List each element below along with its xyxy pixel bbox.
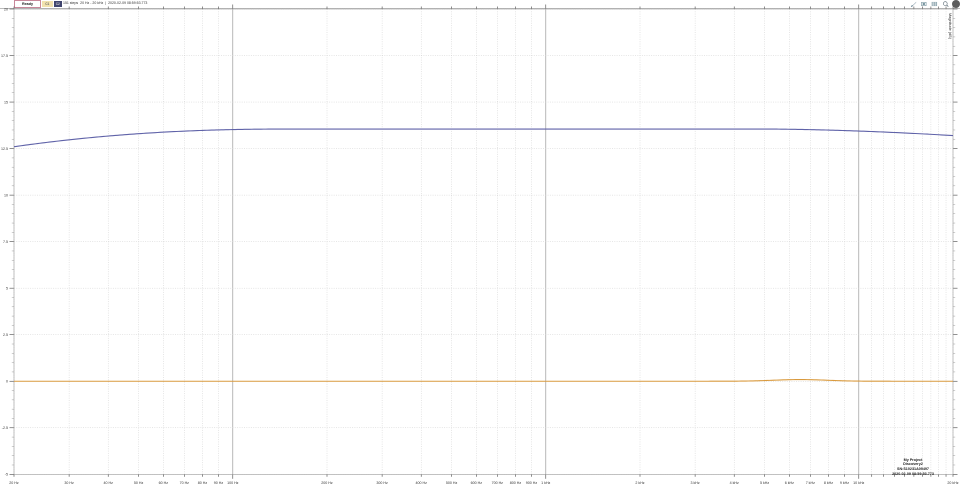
- svg-text:700 Hz: 700 Hz: [492, 481, 504, 485]
- svg-text:1 kHz: 1 kHz: [541, 481, 550, 485]
- svg-text:6 kHz: 6 kHz: [785, 481, 794, 485]
- svg-text:5 kHz: 5 kHz: [760, 481, 769, 485]
- svg-text:400 Hz: 400 Hz: [416, 481, 428, 485]
- svg-text:500 Hz: 500 Hz: [446, 481, 458, 485]
- svg-text:50 Hz: 50 Hz: [134, 481, 144, 485]
- svg-text:15: 15: [4, 100, 8, 104]
- svg-text:4 kHz: 4 kHz: [730, 481, 739, 485]
- svg-text:20 Hz: 20 Hz: [9, 481, 19, 485]
- svg-text:-2.5: -2.5: [2, 426, 8, 430]
- svg-text:7.5: 7.5: [3, 240, 8, 244]
- svg-text:90 Hz: 90 Hz: [214, 481, 224, 485]
- svg-text:60 Hz: 60 Hz: [159, 481, 169, 485]
- svg-text:10: 10: [4, 194, 8, 198]
- svg-text:3 kHz: 3 kHz: [691, 481, 700, 485]
- svg-text:300 Hz: 300 Hz: [376, 481, 388, 485]
- svg-text:10 kHz: 10 kHz: [853, 481, 864, 485]
- svg-text:2.5: 2.5: [3, 333, 8, 337]
- svg-text:5: 5: [6, 287, 8, 291]
- svg-text:17.5: 17.5: [1, 54, 8, 58]
- svg-text:80 Hz: 80 Hz: [198, 481, 208, 485]
- svg-text:600 Hz: 600 Hz: [471, 481, 483, 485]
- svg-text:8 kHz: 8 kHz: [824, 481, 833, 485]
- svg-text:200 Hz: 200 Hz: [321, 481, 333, 485]
- svg-text:70 Hz: 70 Hz: [180, 481, 190, 485]
- svg-text:30 Hz: 30 Hz: [64, 481, 74, 485]
- svg-text:900 Hz: 900 Hz: [526, 481, 538, 485]
- svg-text:9 kHz: 9 kHz: [840, 481, 849, 485]
- svg-text:100 Hz: 100 Hz: [227, 481, 239, 485]
- svg-text:12.5: 12.5: [1, 147, 8, 151]
- svg-text:800 Hz: 800 Hz: [510, 481, 522, 485]
- svg-text:0: 0: [6, 380, 8, 384]
- svg-text:20 kHz: 20 kHz: [947, 481, 958, 485]
- svg-text:-5: -5: [5, 473, 8, 477]
- svg-text:7 kHz: 7 kHz: [806, 481, 815, 485]
- svg-text:40 Hz: 40 Hz: [104, 481, 114, 485]
- svg-text:20: 20: [4, 7, 8, 11]
- svg-text:2 kHz: 2 kHz: [635, 481, 644, 485]
